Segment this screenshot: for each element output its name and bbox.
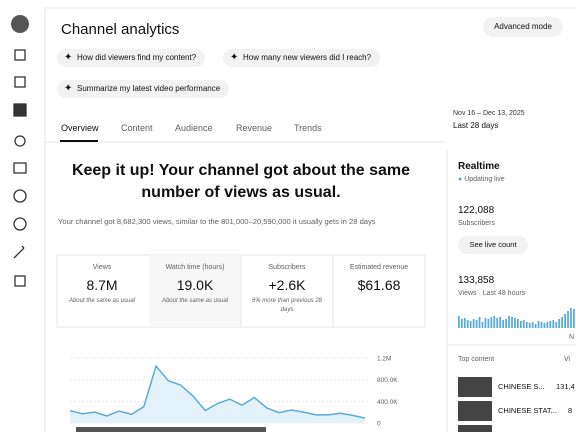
tab[interactable]: Audience xyxy=(175,123,213,133)
realtime-bar xyxy=(546,322,549,328)
y-tick-label: 400.0K xyxy=(377,399,398,406)
realtime-bar xyxy=(458,316,460,328)
realtime-bar xyxy=(487,319,490,328)
metric-label[interactable]: Views xyxy=(92,264,112,271)
realtime-bar xyxy=(472,319,475,328)
realtime-bar xyxy=(525,322,528,328)
top-content-title: Top content xyxy=(458,356,495,363)
realtime-title: Realtime xyxy=(458,161,500,172)
realtime-bar xyxy=(496,318,499,328)
y-tick-label: 0 xyxy=(377,421,381,428)
realtime-bar xyxy=(528,323,531,328)
realtime-bar xyxy=(570,308,572,328)
thumbnail xyxy=(458,377,492,397)
area xyxy=(70,366,365,423)
realtime-bar xyxy=(519,321,522,328)
metric-label[interactable]: Watch time (hours) xyxy=(165,264,225,271)
subscriber-count: 122,088 xyxy=(458,205,495,216)
video-title[interactable]: CHINESE S... xyxy=(498,382,545,391)
tab[interactable]: Revenue xyxy=(236,123,273,133)
realtime-bar xyxy=(534,324,537,328)
realtime-bar xyxy=(493,316,496,328)
date-range[interactable]: Nov 16 – Dec 13, 2025 xyxy=(453,110,525,117)
realtime-bar xyxy=(508,316,510,328)
button-bg xyxy=(483,17,563,37)
views-count: 133,858 xyxy=(458,275,495,286)
metric-note: About the same as usual xyxy=(68,298,136,304)
y-tick-label: 800.0K xyxy=(377,377,398,384)
realtime-bar xyxy=(475,320,478,328)
live-dot: ● xyxy=(458,176,465,183)
realtime-bar xyxy=(543,323,546,328)
realtime-bar xyxy=(540,322,543,328)
tab[interactable]: Content xyxy=(121,123,153,133)
tab[interactable]: Trends xyxy=(294,123,322,133)
realtime-bar xyxy=(505,319,507,328)
metric-note: About the same as usual xyxy=(161,298,229,304)
line xyxy=(69,364,366,419)
video-title[interactable]: CHINESE STAT... xyxy=(498,406,557,415)
realtime-bar xyxy=(469,321,472,328)
button-bg xyxy=(458,236,528,254)
headline: Keep it up! Your channel got about the s… xyxy=(71,162,411,201)
live-count-button[interactable]: See live count xyxy=(469,240,517,249)
chip[interactable]: Summarize my latest video performance xyxy=(57,80,230,98)
metric-value[interactable]: +2.6K xyxy=(268,277,306,293)
metric-selected xyxy=(149,255,241,327)
realtime-bar xyxy=(549,321,552,328)
main-card xyxy=(44,7,576,432)
realtime-bar xyxy=(490,317,493,328)
realtime-bar xyxy=(567,311,569,328)
realtime-bar xyxy=(558,319,561,328)
realtime-bar xyxy=(552,320,555,328)
realtime-bar xyxy=(499,317,502,328)
metric-label[interactable]: Estimated revenue xyxy=(349,264,409,271)
realtime-bar xyxy=(463,318,466,328)
realtime-bar xyxy=(484,318,487,328)
page-title: Channel analytics xyxy=(61,21,180,38)
chip[interactable]: How many new viewers did I reach? xyxy=(223,49,381,67)
realtime-status: ● Updating live xyxy=(458,176,505,183)
summary: Your channel got 8,682,300 views, simila… xyxy=(58,217,376,226)
x-axis-placeholders xyxy=(76,427,266,432)
metric-note: 6% more than previous 28 days xyxy=(251,298,323,313)
advanced-mode[interactable]: Advanced mode xyxy=(494,22,552,31)
realtime-bar xyxy=(481,322,484,328)
avatar xyxy=(11,15,29,33)
y-tick-label: 1.2M xyxy=(377,356,391,363)
realtime-bar xyxy=(517,319,519,328)
column-header: Vi xyxy=(564,356,571,363)
realtime-bar xyxy=(502,320,505,328)
subscriber-label: Subscribers xyxy=(458,220,495,227)
thumbnail xyxy=(458,401,492,421)
realtime-bar xyxy=(564,314,566,328)
realtime-bar xyxy=(514,318,516,328)
realtime-bar xyxy=(522,320,525,328)
metric-value[interactable]: $61.68 xyxy=(357,277,401,293)
realtime-bar xyxy=(460,319,463,328)
realtime-bar xyxy=(511,317,513,328)
metric-label[interactable]: Subscribers xyxy=(268,264,306,271)
realtime-bar xyxy=(537,321,540,328)
thumbnail xyxy=(458,425,492,432)
chip[interactable]: How did viewers find my content? xyxy=(57,49,206,67)
realtime-bar xyxy=(561,317,564,328)
views-label: Views · Last 48 hours xyxy=(458,290,526,297)
sidebar-icons xyxy=(13,49,27,287)
video-views: 8 xyxy=(568,406,573,415)
realtime-bar xyxy=(531,322,534,328)
status-text: Updating live xyxy=(464,176,505,183)
metric-value[interactable]: 8.7M xyxy=(86,277,118,293)
realtime-bar xyxy=(478,317,481,328)
date-label[interactable]: Last 28 days xyxy=(453,121,499,130)
realtime-bar xyxy=(555,322,558,328)
metric-value[interactable]: 19.0K xyxy=(176,277,214,293)
axis-label: N xyxy=(569,334,575,341)
tab[interactable]: Overview xyxy=(61,123,99,133)
video-views: 131,4 xyxy=(556,382,575,391)
realtime-bar xyxy=(573,309,575,328)
realtime-bar xyxy=(466,320,469,328)
